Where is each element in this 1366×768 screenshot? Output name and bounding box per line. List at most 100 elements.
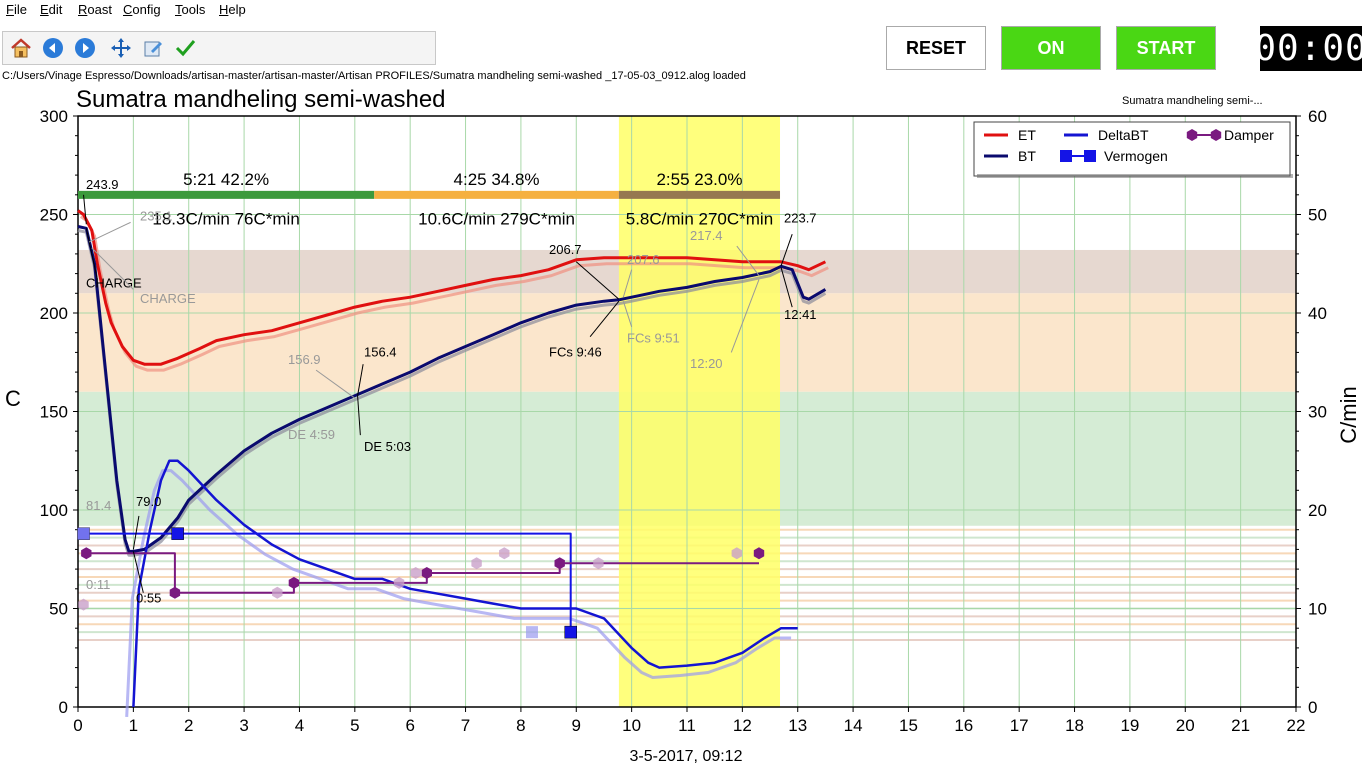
menu-tools[interactable]: Tools bbox=[175, 2, 206, 17]
fcs-temp-annotation: 206.7 bbox=[549, 242, 582, 257]
y-tick-label: 50 bbox=[49, 600, 68, 619]
x-tick-label: 9 bbox=[572, 716, 581, 735]
y2-tick-label: 0 bbox=[1308, 698, 1317, 717]
bg-vermogen-marker bbox=[77, 527, 90, 540]
phase-rate-auc: 10.6C/min 279C*min bbox=[418, 209, 575, 228]
fcs-time-annotation-leader bbox=[589, 300, 620, 337]
x-tick-label: 10 bbox=[622, 716, 641, 735]
phase-time-pct: 5:21 42.2% bbox=[183, 170, 269, 189]
legend-marker-vermogen bbox=[1084, 150, 1096, 162]
fcs-temp-annotation-leader bbox=[575, 261, 620, 300]
legend-label-deltabt: DeltaBT bbox=[1098, 127, 1149, 143]
et-line bbox=[77, 209, 827, 366]
phase-bar bbox=[374, 190, 619, 199]
tp-time-annotation-leader bbox=[132, 551, 144, 593]
x-tick-label: 6 bbox=[405, 716, 414, 735]
y-tick-label: 300 bbox=[40, 107, 68, 126]
tp-time-annotation: 0:55 bbox=[136, 591, 161, 606]
bg-fcs-temp-annotation-leader bbox=[622, 269, 633, 298]
x-tick-label: 15 bbox=[899, 716, 918, 735]
bg-drop-time-annotation: 12:20 bbox=[690, 356, 723, 371]
home-icon[interactable] bbox=[9, 36, 33, 60]
bg-charge-annotation-leader bbox=[91, 247, 134, 290]
bg-drop-temp-annotation-leader bbox=[736, 245, 760, 276]
x-tick-label: 11 bbox=[678, 716, 696, 735]
background-title: Sumatra mandheling semi-... bbox=[1122, 95, 1263, 107]
menu-config[interactable]: Config bbox=[123, 2, 161, 17]
charge-annotation-leader bbox=[85, 228, 98, 280]
legend-shadow bbox=[977, 174, 1293, 178]
menu-edit[interactable]: Edit bbox=[40, 2, 63, 17]
bg-damper-marker bbox=[393, 576, 405, 589]
menu-help[interactable]: Help bbox=[219, 2, 246, 17]
y-tick-label: 0 bbox=[59, 698, 68, 717]
x-tick-label: 17 bbox=[1010, 716, 1029, 735]
x-tick-label: 18 bbox=[1065, 716, 1084, 735]
tp-temp-annotation-leader bbox=[132, 515, 140, 550]
x-tick-label: 5 bbox=[350, 716, 359, 735]
phase-rate-auc: 5.8C/min 270C*min bbox=[626, 209, 773, 228]
back-icon[interactable] bbox=[41, 36, 65, 60]
start-button[interactable]: START bbox=[1116, 26, 1216, 70]
charge-temp-annotation-leader bbox=[83, 194, 87, 225]
y-tick-label: 250 bbox=[40, 206, 68, 225]
edit-icon[interactable] bbox=[141, 36, 165, 60]
vermogen-marker bbox=[171, 527, 184, 540]
bg-damper-marker bbox=[499, 547, 510, 560]
bg-de-temp-annotation: 156.9 bbox=[288, 352, 321, 367]
bg-charge-annotation: CHARGE bbox=[140, 291, 196, 306]
legend-marker-damper bbox=[1186, 129, 1198, 141]
bg-fcs-time-annotation: FCs 9:51 bbox=[627, 331, 680, 346]
bg-tp-temp-annotation: 81.4 bbox=[86, 498, 111, 513]
legend-marker-damper bbox=[1210, 129, 1222, 141]
legend-box bbox=[973, 121, 1291, 177]
legend-marker-vermogen bbox=[1060, 150, 1072, 162]
x-tick-label: 13 bbox=[788, 716, 807, 735]
bg-drop-temp-annotation: 217.4 bbox=[690, 228, 723, 243]
timer-display: 00:00 bbox=[1254, 26, 1366, 71]
charge-temp-annotation: 243.9 bbox=[86, 177, 119, 192]
menu-bar: File Edit Roast Config Tools Help bbox=[0, 0, 1366, 20]
bg-charge-temp-annotation-leader bbox=[88, 221, 131, 243]
y2-tick-label: 50 bbox=[1308, 206, 1327, 225]
bg-tp-time-annotation: 0:11 bbox=[86, 577, 110, 592]
bt-line bbox=[77, 225, 827, 553]
legend-label-damper: Damper bbox=[1224, 127, 1274, 143]
x-tick-label: 8 bbox=[516, 716, 525, 735]
fcs-time-annotation: FCs 9:46 bbox=[549, 344, 602, 359]
on-button[interactable]: ON bbox=[1001, 26, 1101, 70]
roast-chart: 0 1 2 3 4 5 6 7 8 9 10 11 12 13 14 15 16 17 18 19 20 21 220501… bbox=[5, 86, 1361, 765]
bg-vermogen-marker bbox=[525, 626, 538, 639]
tp-temp-annotation: 79.0 bbox=[136, 494, 161, 509]
bg-et-line bbox=[79, 215, 829, 372]
phase-time-pct: 2:55 23.0% bbox=[656, 170, 742, 189]
phase-time-pct: 4:25 34.8% bbox=[454, 170, 540, 189]
legend-label-bt: BT bbox=[1018, 148, 1036, 164]
reset-button[interactable]: RESET bbox=[886, 26, 986, 70]
damper-marker bbox=[169, 586, 181, 599]
de-time-annotation-leader bbox=[357, 395, 361, 436]
x-tick-label: 4 bbox=[295, 716, 304, 735]
y-tick-label: 100 bbox=[40, 501, 68, 520]
bg-bt-line bbox=[77, 229, 827, 557]
forward-icon[interactable] bbox=[73, 36, 97, 60]
x-tick-label: 20 bbox=[1176, 716, 1195, 735]
drop-temp-annotation: 223.7 bbox=[784, 210, 817, 225]
menu-file[interactable]: File bbox=[6, 2, 27, 17]
pan-icon[interactable] bbox=[109, 36, 133, 60]
bg-drop-time-annotation-leader bbox=[730, 279, 760, 353]
vermogen-line bbox=[83, 532, 572, 633]
y2-tick-label: 20 bbox=[1308, 501, 1327, 520]
de-time-annotation: DE 5:03 bbox=[364, 439, 411, 454]
x-tick-label: 2 bbox=[184, 716, 193, 735]
check-icon[interactable] bbox=[173, 36, 197, 60]
y2-axis-label: C/min bbox=[1336, 386, 1361, 443]
damper-marker bbox=[81, 547, 92, 560]
x-tick-label: 22 bbox=[1287, 716, 1306, 735]
bg-damper-marker bbox=[471, 557, 482, 570]
menu-roast[interactable]: Roast bbox=[78, 2, 112, 17]
status-line: C:/Users/Vinage Espresso/Downloads/artis… bbox=[2, 70, 746, 82]
x-tick-label: 19 bbox=[1120, 716, 1139, 735]
y2-tick-label: 10 bbox=[1308, 600, 1327, 619]
x-tick-label: 16 bbox=[954, 716, 973, 735]
